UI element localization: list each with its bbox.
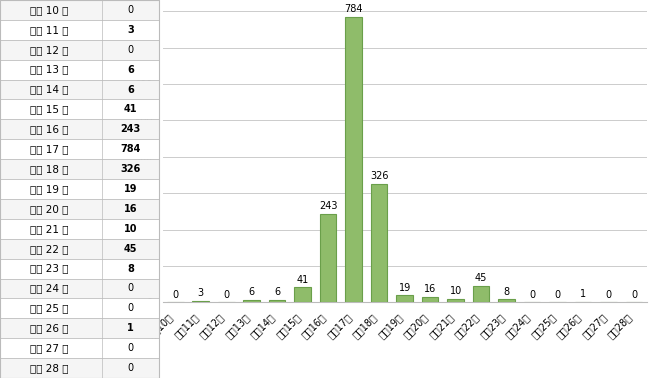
Text: 平成 11 年: 平成 11 年: [30, 25, 68, 35]
Text: 41: 41: [296, 274, 309, 285]
Text: 0: 0: [127, 5, 134, 15]
Bar: [0, 40, 159, 60]
Text: 6: 6: [127, 85, 134, 94]
Text: 平成 25 年: 平成 25 年: [30, 304, 68, 313]
Text: 8: 8: [504, 287, 510, 297]
Text: 平成 27 年: 平成 27 年: [30, 343, 68, 353]
Text: 0: 0: [631, 290, 637, 300]
Text: 10: 10: [124, 224, 137, 234]
Bar: [192, 301, 209, 302]
Text: 平成 28 年: 平成 28 年: [30, 363, 68, 373]
Bar: [0, 179, 159, 199]
Text: 19: 19: [124, 184, 137, 194]
Text: 平成 10 年: 平成 10 年: [30, 5, 68, 15]
Bar: [0, 338, 159, 358]
Bar: [0, 318, 159, 338]
Bar: [0, 219, 159, 239]
Text: 45: 45: [124, 244, 137, 254]
Text: 41: 41: [124, 104, 137, 115]
Text: 45: 45: [475, 273, 488, 283]
Text: 0: 0: [127, 343, 134, 353]
Text: 0: 0: [127, 45, 134, 55]
Bar: [345, 17, 362, 302]
Bar: [0, 139, 159, 159]
Text: 3: 3: [127, 25, 134, 35]
Bar: [0, 80, 159, 99]
Bar: [269, 300, 285, 302]
Text: 6: 6: [249, 287, 255, 297]
Text: 0: 0: [127, 284, 134, 293]
Text: 0: 0: [554, 290, 560, 300]
Text: 10: 10: [449, 286, 462, 296]
Text: 平成 19 年: 平成 19 年: [30, 184, 68, 194]
Bar: [0, 199, 159, 219]
Text: 6: 6: [274, 287, 280, 297]
Bar: [0, 259, 159, 279]
Text: 3: 3: [198, 288, 204, 298]
Bar: [0, 358, 159, 378]
Text: 平成 21 年: 平成 21 年: [30, 224, 68, 234]
Text: 0: 0: [529, 290, 535, 300]
Bar: [0, 159, 159, 179]
Bar: [320, 214, 337, 302]
Text: 平成 23 年: 平成 23 年: [30, 263, 68, 274]
Text: 16: 16: [424, 284, 436, 294]
Bar: [447, 299, 464, 302]
Bar: [0, 239, 159, 259]
Text: 平成 14 年: 平成 14 年: [30, 85, 68, 94]
Bar: [0, 0, 159, 20]
Bar: [294, 288, 311, 302]
Text: 326: 326: [370, 171, 389, 181]
Text: 平成 12 年: 平成 12 年: [30, 45, 68, 55]
Bar: [371, 184, 387, 302]
Text: 平成 17 年: 平成 17 年: [30, 144, 68, 154]
Text: 243: 243: [319, 201, 337, 211]
Text: 6: 6: [127, 65, 134, 74]
Text: 平成 15 年: 平成 15 年: [30, 104, 68, 115]
Text: 784: 784: [344, 4, 363, 14]
Text: 平成 24 年: 平成 24 年: [30, 284, 68, 293]
Text: 平成 20 年: 平成 20 年: [30, 204, 68, 214]
Text: 243: 243: [120, 124, 140, 134]
Text: 平成 16 年: 平成 16 年: [30, 124, 68, 134]
Text: 1: 1: [580, 289, 586, 299]
Bar: [0, 119, 159, 139]
Text: 784: 784: [120, 144, 141, 154]
Bar: [396, 296, 413, 302]
Bar: [243, 300, 260, 302]
Text: 0: 0: [172, 290, 178, 300]
Text: 平成 22 年: 平成 22 年: [30, 244, 68, 254]
Text: 1: 1: [127, 323, 134, 333]
Text: 19: 19: [398, 283, 411, 293]
Bar: [422, 297, 438, 302]
Text: 0: 0: [127, 363, 134, 373]
Bar: [0, 60, 159, 80]
Text: 0: 0: [605, 290, 612, 300]
Text: 8: 8: [127, 263, 134, 274]
Bar: [0, 279, 159, 298]
Bar: [0, 20, 159, 40]
Text: 0: 0: [223, 290, 229, 300]
Bar: [0, 99, 159, 119]
Bar: [499, 299, 515, 302]
Text: 16: 16: [124, 204, 137, 214]
Bar: [0, 298, 159, 318]
Text: 0: 0: [127, 304, 134, 313]
Text: 平成 13 年: 平成 13 年: [30, 65, 68, 74]
Bar: [473, 286, 489, 302]
Text: 平成 26 年: 平成 26 年: [30, 323, 68, 333]
Text: 326: 326: [120, 164, 140, 174]
Text: 平成 18 年: 平成 18 年: [30, 164, 68, 174]
